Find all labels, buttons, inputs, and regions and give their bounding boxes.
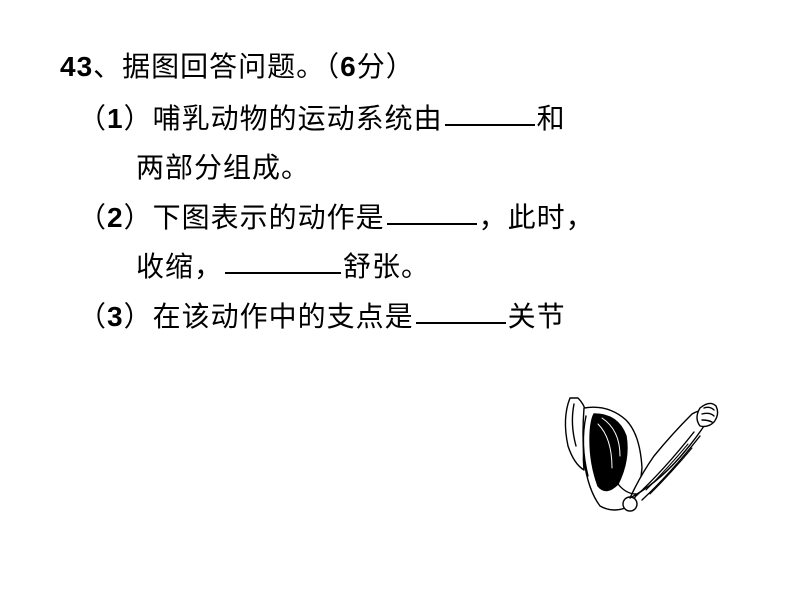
points-number: 6 [340,51,357,82]
q3-text-b: 关节 [508,302,566,333]
blank-3[interactable] [225,245,341,274]
blank-4[interactable] [416,295,506,324]
blank-1[interactable] [445,97,535,126]
arm-flexion-diagram [560,390,720,530]
title-text: 、据图回答问题。（ [93,52,340,83]
q3-number: 3 [107,301,124,332]
q1-text-a: ）哺乳动物的运动系统由 [124,104,443,135]
sub-question-2-line2: 收缩， 舒张。 [60,243,760,292]
sub-question-1-line1: （1）哺乳动物的运动系统由 和 [60,94,760,144]
blank-2[interactable] [387,196,477,225]
question-number: 43 [60,51,93,82]
q2-text-a: ）下图表示的动作是 [124,203,385,234]
q1-number: 1 [107,103,124,134]
arm-svg [560,390,720,530]
sub-question-1-line2: 两部分组成。 [60,144,760,193]
q3-text-a: ）在该动作中的支点是 [124,302,414,333]
q2-text-b: ，此时， [479,203,595,234]
q2-line2-b: 舒张。 [343,252,430,283]
q2-paren-open: （ [78,203,107,234]
points-suffix: 分） [357,52,415,83]
q2-number: 2 [107,202,124,233]
q1-line2-text: 两部分组成。 [136,153,310,184]
question-title: 43、据图回答问题。（6分） [60,42,760,92]
q2-line2-a: 收缩， [136,252,223,283]
q1-paren-open: （ [78,104,107,135]
exam-question-page: 43、据图回答问题。（6分） （1）哺乳动物的运动系统由和 两部分组成。 （2）… [0,0,800,600]
q1-text-b: 和 [537,104,566,135]
q3-paren-open: （ [78,302,107,333]
sub-question-2-line1: （2）下图表示的动作是 ，此时， [60,193,760,243]
sub-question-3: （3）在该动作中的支点是 关节 [60,292,760,342]
